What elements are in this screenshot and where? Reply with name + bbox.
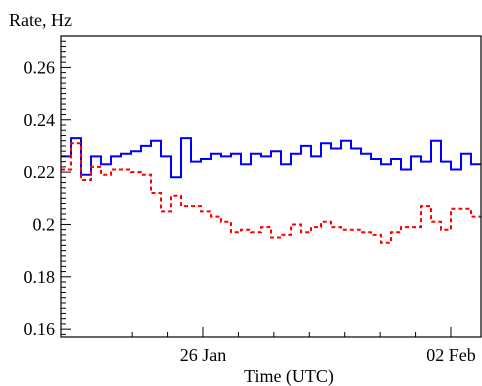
plot-frame (60, 35, 482, 338)
x-tick-label: 26 Jan (180, 345, 227, 365)
y-tick-label: 0.18 (24, 267, 56, 287)
series-line-2 (61, 142, 481, 244)
y-tick-label: 0.24 (24, 110, 56, 130)
x-axis-label: Time (UTC) (244, 366, 334, 386)
y-tick-label: 0.22 (24, 162, 56, 182)
ticks-layer: 0.16 0.18 0.2 0.22 0.24 0.26 26 Jan 02 Feb (24, 40, 476, 365)
y-tick-label: 0.26 (24, 57, 56, 77)
y-tick-label: 0.2 (33, 214, 56, 234)
y-axis-label: Rate, Hz (9, 10, 72, 30)
x-tick-label: 02 Feb (426, 345, 476, 365)
series-layer (61, 137, 481, 244)
series-line-1 (61, 137, 481, 179)
y-tick-label: 0.16 (24, 319, 56, 339)
